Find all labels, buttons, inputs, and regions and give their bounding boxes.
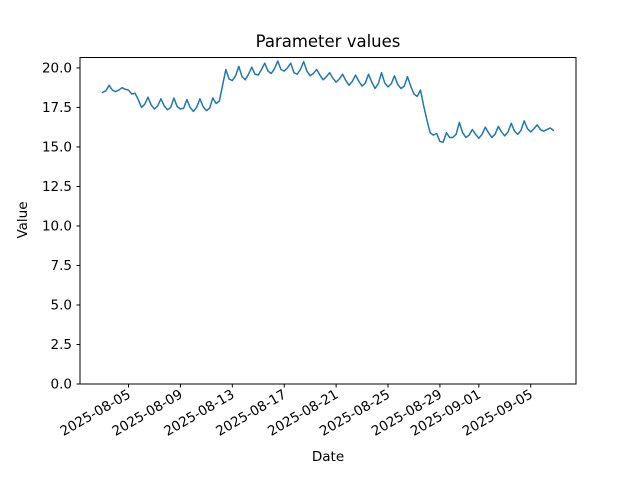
data-line-group bbox=[101, 60, 555, 143]
y-axis-label: Value bbox=[15, 201, 31, 238]
y-tick-label: 20.0 bbox=[42, 60, 72, 76]
x-axis-label: Date bbox=[312, 449, 344, 465]
x-axis-ticks: 2025-08-052025-08-092025-08-132025-08-17… bbox=[58, 384, 536, 440]
y-tick-label: 0.0 bbox=[51, 377, 72, 393]
y-tick-label: 15.0 bbox=[42, 139, 72, 155]
y-tick-label: 5.0 bbox=[51, 297, 72, 313]
y-tick-label: 17.5 bbox=[42, 100, 72, 116]
y-tick-label: 2.5 bbox=[51, 337, 72, 353]
data-line-parameter-values bbox=[101, 60, 555, 143]
y-tick-label: 7.5 bbox=[51, 258, 72, 274]
y-tick-label: 12.5 bbox=[42, 179, 72, 195]
y-axis-ticks: 0.0 2.5 5.0 7.5 10.0 12.5 15.0 17.5 20.0 bbox=[42, 60, 80, 393]
plot-border bbox=[79, 57, 577, 385]
y-tick-label: 10.0 bbox=[42, 218, 72, 234]
chart-title: Parameter values bbox=[256, 32, 401, 51]
